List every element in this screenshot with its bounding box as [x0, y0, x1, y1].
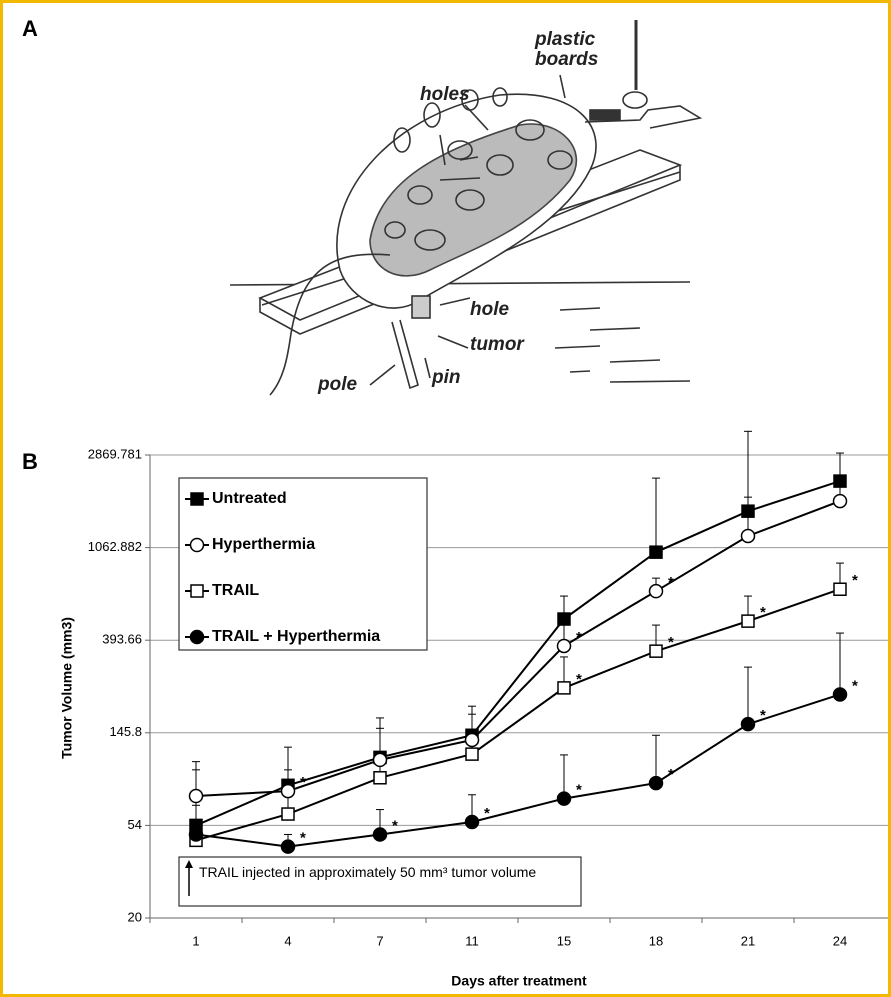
data-point [282, 785, 295, 798]
significance-label: * [668, 766, 674, 783]
data-point [742, 529, 755, 542]
significance-label: * [300, 774, 306, 791]
data-point [834, 495, 847, 508]
legend-label: TRAIL [212, 582, 259, 599]
significance-label: * [576, 782, 582, 799]
data-point [282, 840, 295, 853]
y-tick-label: 145.8 [109, 724, 142, 739]
legend-marker [191, 493, 203, 505]
legend-label: Hyperthermia [212, 536, 315, 553]
data-point [650, 645, 662, 657]
significance-label: * [852, 677, 858, 694]
data-point [558, 639, 571, 652]
significance-label: * [392, 817, 398, 834]
data-point [650, 777, 663, 790]
x-tick-label: 7 [376, 933, 383, 948]
data-point [466, 748, 478, 760]
data-point [558, 613, 570, 625]
y-tick-label: 54 [128, 817, 142, 832]
data-point [834, 688, 847, 701]
x-tick-label: 24 [833, 933, 847, 948]
data-point [466, 733, 479, 746]
significance-label: * [484, 805, 490, 822]
x-tick-label: 1 [192, 933, 199, 948]
data-point [558, 682, 570, 694]
legend-marker [191, 539, 204, 552]
y-tick-label: 393.66 [102, 632, 142, 647]
significance-label: * [576, 629, 582, 646]
data-point [650, 585, 663, 598]
data-point [190, 790, 203, 803]
data-point [742, 718, 755, 731]
significance-label: * [760, 707, 766, 724]
data-point [374, 753, 387, 766]
data-point [834, 583, 846, 595]
y-axis-label: Tumor Volume (mm3) [59, 617, 75, 759]
significance-label: * [852, 572, 858, 589]
significance-label: * [668, 574, 674, 591]
significance-label: * [760, 604, 766, 621]
significance-label: * [576, 671, 582, 688]
data-point [374, 828, 387, 841]
data-point [282, 808, 294, 820]
x-tick-label: 21 [741, 933, 755, 948]
y-tick-label: 20 [128, 909, 142, 924]
significance-label: * [300, 830, 306, 847]
legend-marker [191, 585, 203, 597]
legend-label: Untreated [212, 490, 287, 507]
panel-label: B [22, 449, 38, 474]
data-point [190, 828, 203, 841]
x-tick-label: 15 [557, 933, 571, 948]
x-tick-label: 18 [649, 933, 663, 948]
data-point [834, 475, 846, 487]
data-point [742, 615, 754, 627]
series-line [196, 694, 840, 846]
data-point [374, 772, 386, 784]
x-axis-label: Days after treatment [451, 973, 587, 989]
x-tick-label: 4 [284, 933, 291, 948]
significance-label: * [668, 634, 674, 651]
data-point [650, 546, 662, 558]
legend-marker [191, 631, 204, 644]
annotation-text: TRAIL injected in approximately 50 mm³ t… [199, 862, 584, 882]
y-tick-label: 2869.781 [88, 446, 142, 461]
data-point [742, 505, 754, 517]
data-point [466, 816, 479, 829]
y-tick-label: 1062.882 [88, 539, 142, 554]
x-tick-label: 11 [465, 933, 479, 948]
legend-label: TRAIL + Hyperthermia [212, 628, 380, 645]
chart: B Tumor Volume (mm3) Days after treatmen… [0, 0, 891, 997]
data-point [558, 792, 571, 805]
